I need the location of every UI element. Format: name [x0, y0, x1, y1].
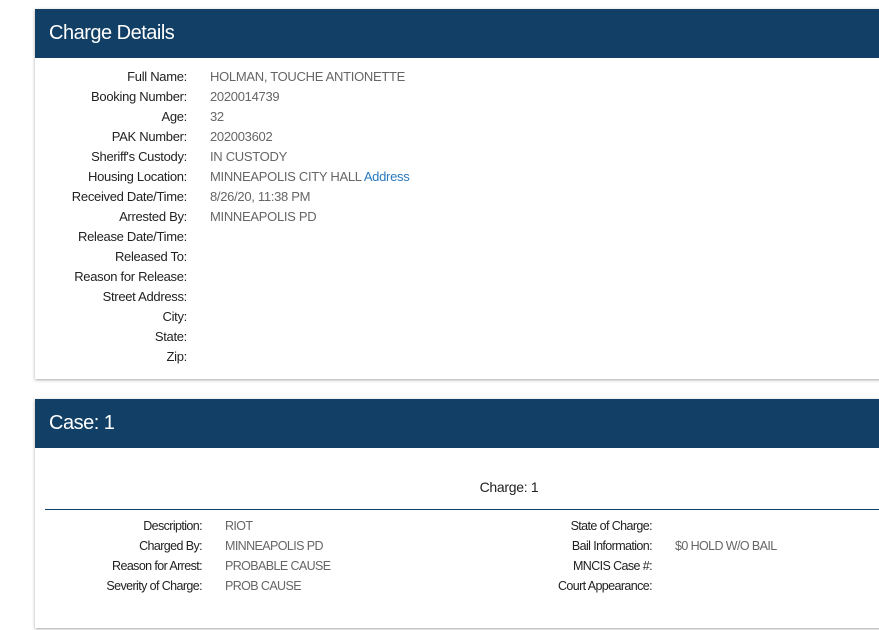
charge-details-panel: Charge Details Full Name: HOLMAN, TOUCHE … [35, 9, 879, 379]
detail-row: Sheriff's Custody: IN CUSTODY [35, 147, 879, 167]
field-label: MNCIS Case #: [572, 559, 653, 573]
field-value-text: MINNEAPOLIS CITY HALL [210, 169, 362, 184]
field-value: $0 HOLD W/O BAIL [675, 536, 777, 556]
case-title: Case: 1 [35, 399, 879, 448]
charge-row-left: Charged By: MINNEAPOLIS PD [35, 536, 879, 556]
detail-row: Arrested By: MINNEAPOLIS PD [35, 207, 879, 227]
field-label: Street Address: [102, 289, 188, 304]
field-label: Reason for Arrest: [112, 559, 203, 573]
field-value: PROB CAUSE [225, 576, 302, 596]
detail-row: Received Date/Time: 8/26/20, 11:38 PM [35, 187, 879, 207]
detail-row: Reason for Release: [35, 267, 879, 287]
field-label: Released To: [114, 249, 187, 264]
field-label: Court Appearance: [557, 579, 653, 593]
field-label: PAK Number: [111, 129, 188, 144]
field-value-text: IN CUSTODY [210, 149, 287, 164]
field-value: 32 [210, 107, 224, 127]
field-label: Severity of Charge: [106, 579, 202, 593]
field-value: PROBABLE CAUSE [225, 556, 331, 576]
charge-title: Charge: 1 [479, 479, 539, 495]
field-value-text: PROBABLE CAUSE [225, 559, 331, 573]
field-value-text: 32 [210, 109, 224, 124]
field-value-text: 8/26/20, 11:38 PM [210, 189, 311, 204]
detail-row: Housing Location: MINNEAPOLIS CITY HALL A… [35, 167, 879, 187]
detail-row: City: [35, 307, 879, 327]
field-value: 8/26/20, 11:38 PM [210, 187, 310, 207]
charge-row-left: Severity of Charge: PROB CAUSE [35, 576, 879, 596]
field-value: HOLMAN, TOUCHE ANTIONETTE [210, 67, 405, 87]
charge-row-right: Court Appearance: [35, 576, 879, 596]
field-value: RIOT [225, 516, 253, 536]
field-value: MINNEAPOLIS PD [225, 536, 323, 556]
field-value-text: PROB CAUSE [225, 579, 302, 593]
field-label: Booking Number: [91, 89, 187, 104]
detail-row: PAK Number: 202003602 [35, 127, 879, 147]
field-label: Housing Location: [88, 169, 187, 184]
detail-row: Released To: [35, 247, 879, 267]
field-value-text: 2020014739 [210, 89, 280, 104]
field-value: MINNEAPOLIS CITY HALL Address [210, 167, 410, 187]
charge-divider [45, 509, 879, 510]
field-value-text: RIOT [225, 519, 253, 533]
field-value-text: MINNEAPOLIS PD [210, 209, 317, 224]
field-label: State: [154, 329, 187, 344]
field-value-text: MINNEAPOLIS PD [225, 539, 323, 553]
detail-row: Street Address: [35, 287, 879, 307]
field-label: Bail Information: [571, 539, 653, 553]
field-label: Age: [161, 109, 187, 124]
field-label: Reason for Release: [74, 269, 187, 284]
charge-details-title: Charge Details [35, 9, 879, 58]
detail-row: Age: 32 [35, 107, 879, 127]
field-value-text: $0 HOLD W/O BAIL [675, 539, 777, 553]
field-label: State of Charge: [570, 519, 653, 533]
field-label: Sheriff's Custody: [91, 149, 187, 164]
case-panel: Case: 1 Charge: 1 Description: RIOT Charge… [35, 399, 879, 628]
field-label: Description: [143, 519, 202, 533]
field-label: Received Date/Time: [71, 189, 188, 204]
detail-row: Booking Number: 2020014739 [35, 87, 879, 107]
field-value-text: HOLMAN, TOUCHE ANTIONETTE [210, 69, 405, 84]
charge-row-right: MNCIS Case #: [35, 556, 879, 576]
field-value: MINNEAPOLIS PD [210, 207, 317, 227]
field-label: Zip: [166, 349, 188, 364]
field-value: 202003602 [210, 127, 273, 147]
field-label: Full Name: [127, 69, 187, 84]
field-value: 2020014739 [210, 87, 280, 107]
detail-row: Zip: [35, 347, 879, 367]
detail-row: Release Date/Time: [35, 227, 879, 247]
field-value: IN CUSTODY [210, 147, 287, 167]
field-label: Arrested By: [119, 209, 187, 224]
charge-row-right: Bail Information: $0 HOLD W/O BAIL [35, 536, 879, 556]
field-value-text: 202003602 [210, 129, 273, 144]
field-label: Release Date/Time: [78, 229, 187, 244]
field-label: Charged By: [139, 539, 202, 553]
charge-row-left: Reason for Arrest: PROBABLE CAUSE [35, 556, 879, 576]
address-link[interactable]: Address [363, 169, 410, 184]
field-label: City: [162, 309, 187, 324]
detail-row: State: [35, 327, 879, 347]
charge-row-left: Description: RIOT [35, 516, 879, 536]
charge-row-right: State of Charge: [35, 516, 879, 536]
detail-row: Full Name: HOLMAN, TOUCHE ANTIONETTE [35, 67, 879, 87]
